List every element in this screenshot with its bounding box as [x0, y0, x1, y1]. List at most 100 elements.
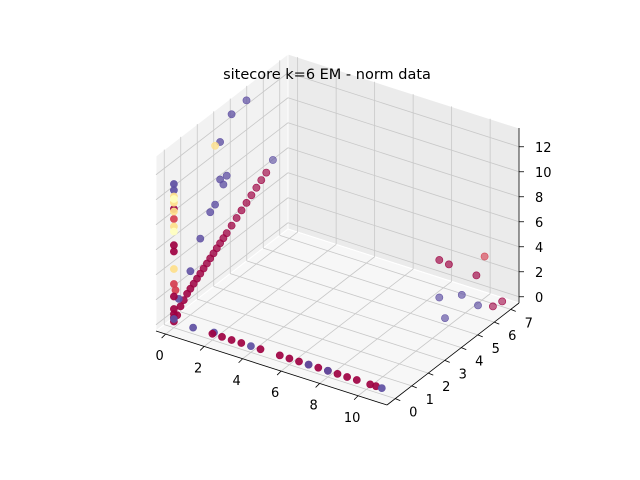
chart-title: sitecore k=6 EM - norm data [223, 67, 431, 83]
data-point [435, 256, 444, 264]
y-tick-label: 7 [525, 316, 533, 331]
data-point [186, 267, 195, 276]
data-point [295, 357, 303, 366]
x-grid-floor [280, 268, 414, 372]
data-point [169, 305, 178, 313]
y-grid-floor [246, 260, 478, 336]
data-point [343, 373, 351, 381]
data-point [169, 292, 178, 301]
z-grid-back [287, 72, 520, 148]
data-point [275, 351, 284, 360]
z-tick-label: 10 [535, 166, 552, 181]
data-point [216, 175, 224, 184]
z-grid-back [287, 122, 520, 198]
y-tick-label: 6 [508, 329, 516, 344]
y-tick-mark [444, 360, 450, 363]
y-tick-label: 2 [442, 380, 450, 395]
y-tick-label: 4 [475, 355, 483, 370]
data-point [237, 206, 246, 215]
data-point [169, 207, 178, 216]
y-tick-mark [411, 385, 417, 389]
z-grid-back [287, 222, 520, 298]
y-tick-mark [510, 309, 516, 312]
z-grid-side [155, 122, 289, 226]
data-point [169, 315, 178, 323]
x-tick-label: 2 [194, 361, 202, 376]
z-grid-back [287, 197, 520, 273]
z-grid-side [155, 72, 289, 176]
data-point [488, 302, 497, 311]
x-axis-line [155, 330, 388, 406]
data-point [242, 198, 251, 207]
x-grid-floor [242, 256, 375, 360]
z-grid-side [155, 197, 289, 301]
z-grid-side [155, 97, 289, 201]
data-point [189, 323, 197, 332]
y-tick-mark [395, 398, 401, 401]
z-tick-label: 0 [535, 291, 543, 306]
data-point [237, 339, 246, 347]
data-point [169, 241, 178, 250]
data-point [252, 183, 261, 192]
x-tick-mark [353, 395, 359, 401]
data-point [218, 332, 226, 341]
y-tick-mark [461, 347, 467, 350]
data-point [242, 96, 251, 105]
x-tick-mark [161, 333, 166, 339]
data-point [232, 214, 241, 222]
x-grid-floor [319, 281, 452, 384]
x-tick-mark [199, 346, 205, 351]
y-tick-mark [494, 321, 500, 325]
x-tick-mark [238, 358, 243, 364]
x-tick-mark [276, 370, 282, 376]
x-tick-label: 8 [309, 398, 317, 413]
data-point [247, 191, 256, 200]
y-tick-label: 0 [409, 406, 417, 421]
data-point [333, 369, 342, 378]
data-point [227, 110, 236, 119]
data-point [457, 290, 466, 299]
data-point [169, 195, 178, 203]
y-grid-floor [279, 234, 511, 310]
y-axis-line [386, 302, 520, 406]
data-point [169, 280, 178, 288]
y-grid-floor [263, 247, 495, 323]
data-point [285, 354, 294, 363]
axis-edges [155, 128, 520, 406]
data-point [211, 200, 219, 209]
data-point [352, 376, 361, 384]
data-point [208, 329, 217, 338]
data-point [377, 384, 386, 392]
data-point [227, 221, 236, 230]
x-grid-floor [357, 293, 491, 397]
z-tick-label: 2 [535, 266, 543, 281]
data-point [435, 293, 444, 302]
x-grid-floor [203, 244, 337, 347]
y-grid-floor [180, 311, 412, 387]
data-point [169, 227, 178, 236]
data-point [268, 156, 277, 164]
data-point [222, 171, 231, 180]
x-tick-label: 0 [155, 349, 163, 364]
y-tick-mark [477, 334, 483, 338]
grid-lines [155, 57, 520, 400]
z-grid-side [155, 172, 289, 276]
y-tick-label: 5 [492, 342, 500, 357]
data-point [257, 176, 266, 184]
data-point [196, 234, 205, 243]
data-point [480, 252, 489, 261]
z-tick-label: 8 [535, 191, 543, 206]
y-tick-label: 1 [426, 393, 434, 408]
data-point [262, 168, 271, 177]
data-point [206, 208, 215, 217]
z-grid-side [155, 147, 289, 251]
z-grid-back [287, 172, 520, 248]
z-grid-back [287, 97, 520, 173]
y-grid-floor [197, 298, 429, 374]
x-grid-floor [165, 231, 298, 335]
data-point [169, 265, 178, 273]
data-point [227, 336, 236, 344]
z-tick-label: 6 [535, 216, 543, 231]
